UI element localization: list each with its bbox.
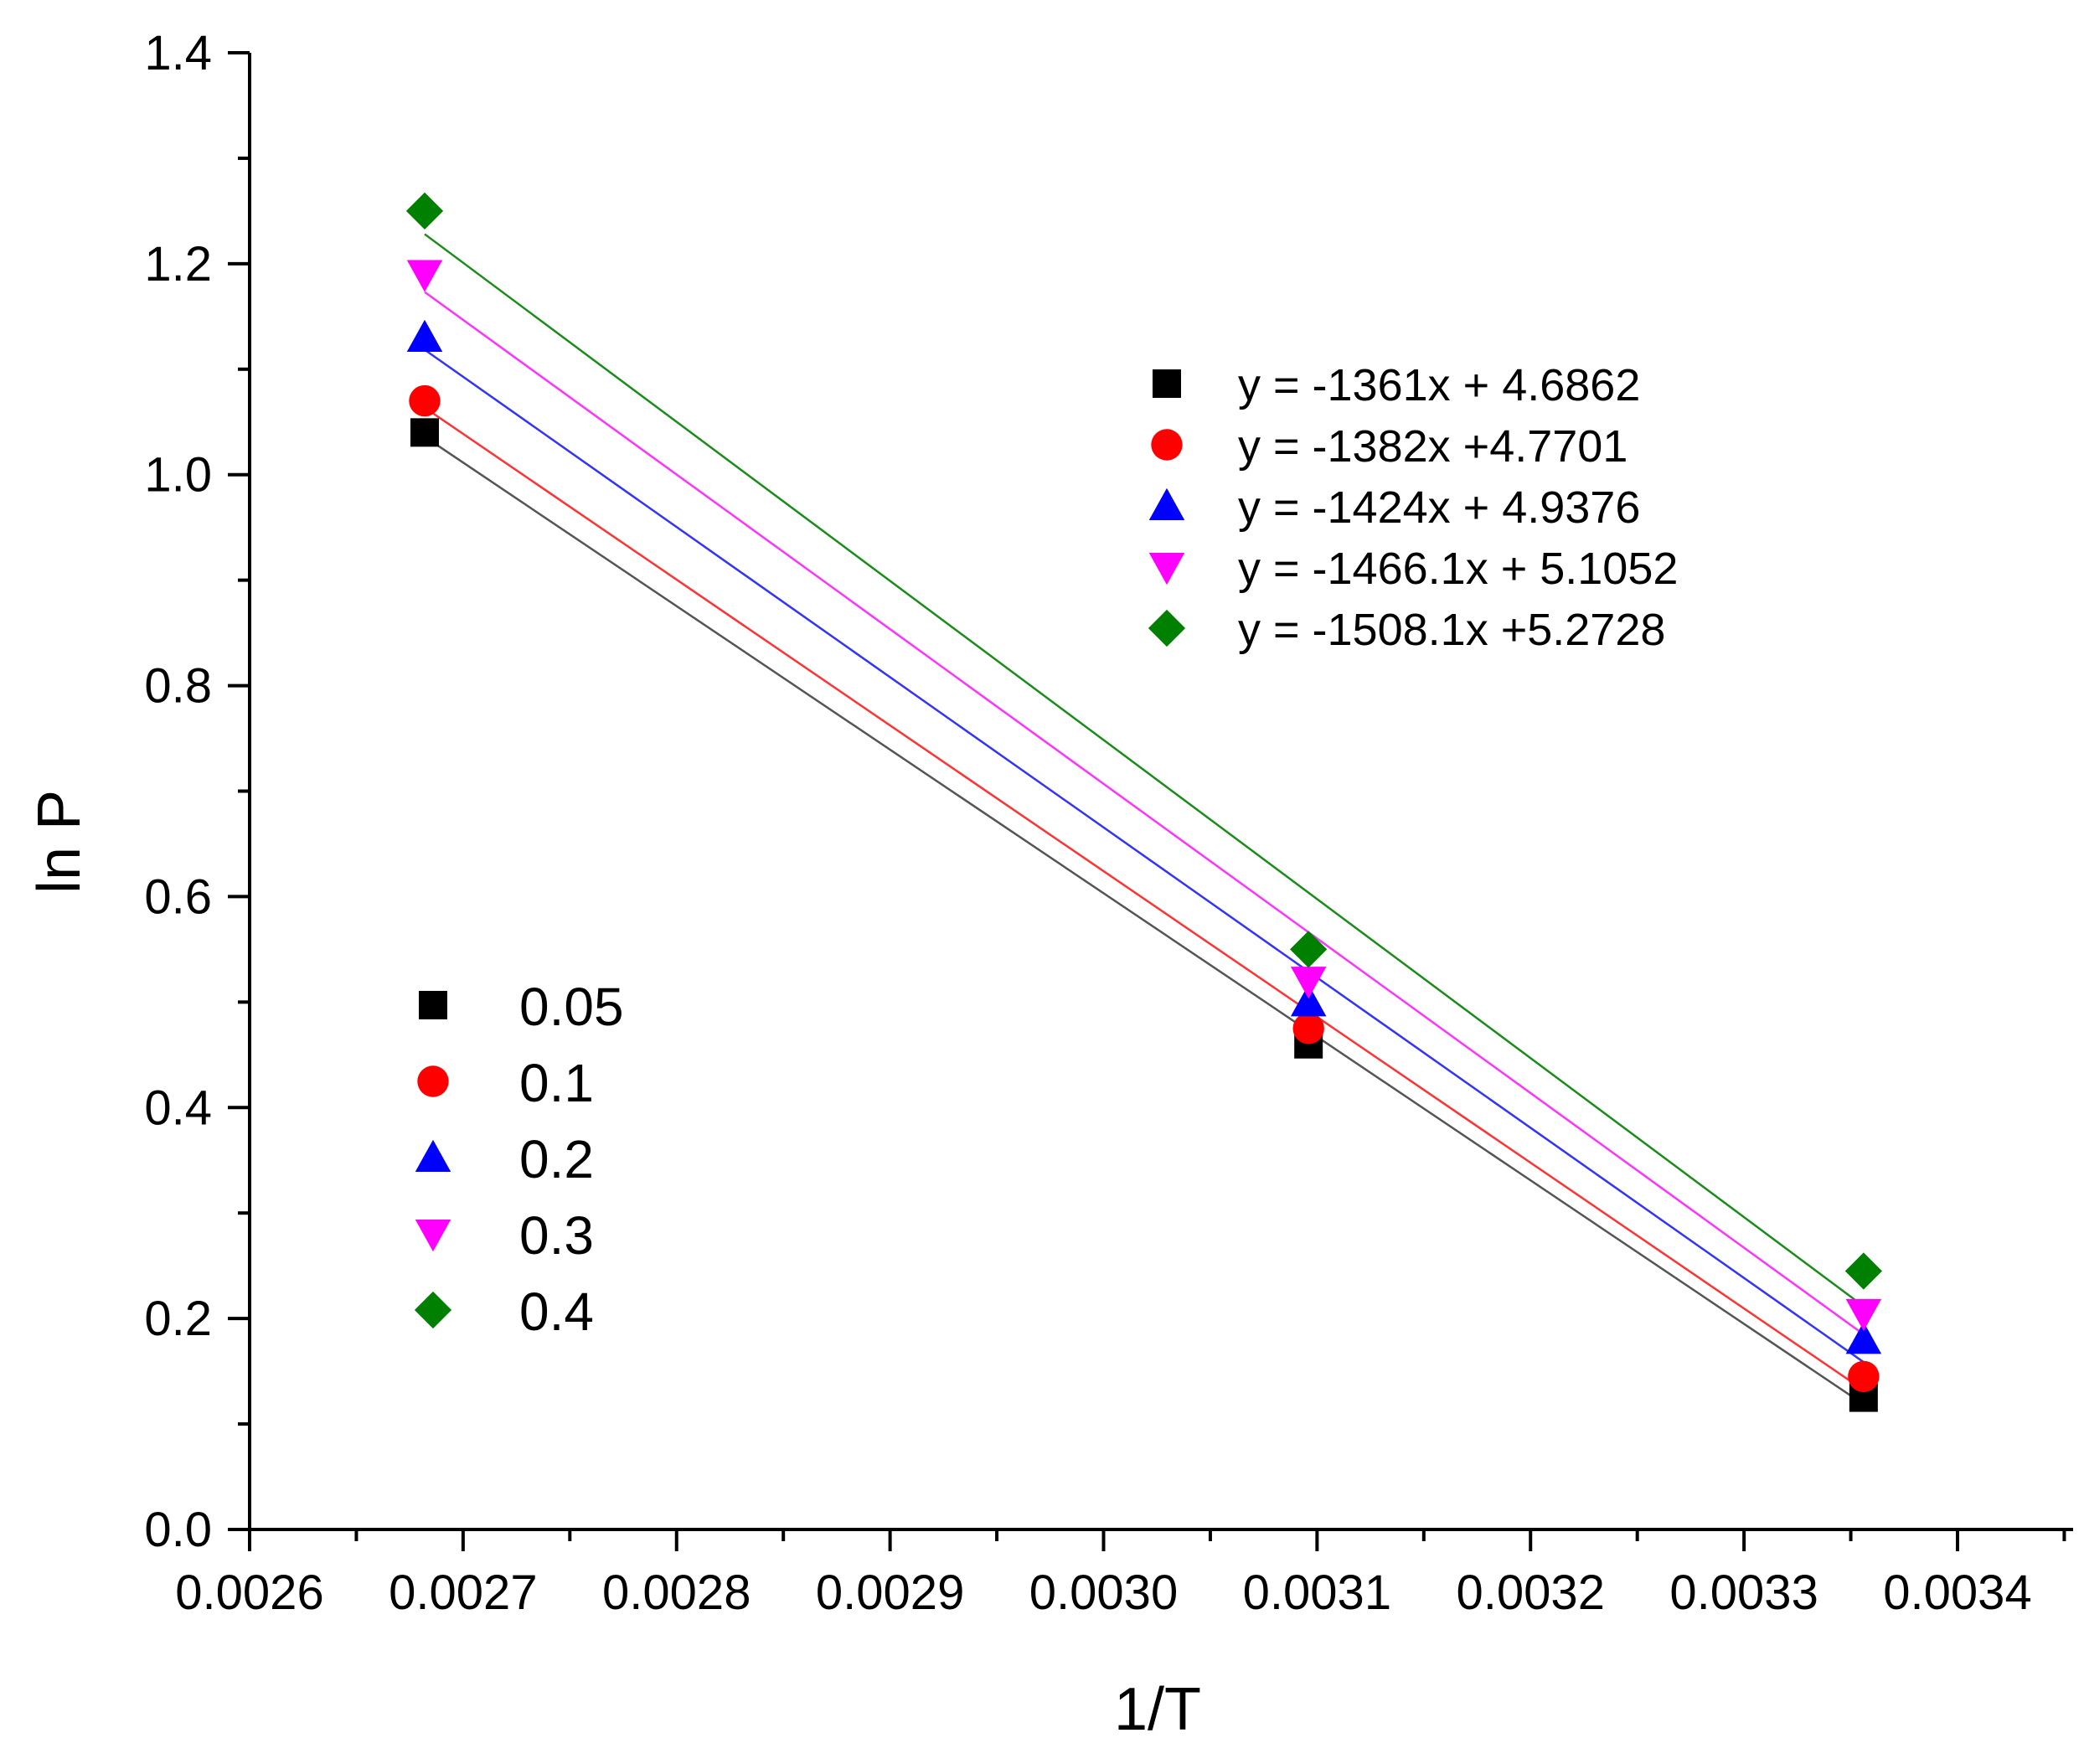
x-tick-label: 0.0030 (1029, 1565, 1178, 1620)
data-point-0.3 (406, 260, 443, 292)
equation-marker-0.2 (1148, 487, 1185, 520)
fit-line-0.2 (424, 348, 1865, 1364)
data-point-0.4 (1844, 1252, 1882, 1290)
y-tick-label: 0.2 (144, 1292, 212, 1346)
data-point-0.2 (406, 319, 443, 353)
data-point-0.05 (410, 418, 439, 447)
data-point-0.3 (1845, 1298, 1882, 1332)
legend-marker-0.4 (414, 1291, 452, 1329)
equation-text: y = -1382x +4.7701 (1238, 421, 1627, 472)
fit-line-0.4 (424, 233, 1865, 1308)
axes: 0.0026 0.0027 0.0028 0.0029 0.0030 0.0031 0.00… (144, 26, 2073, 1620)
y-tick-label: 1.0 (144, 448, 212, 503)
y-tick-label: 0.6 (144, 869, 212, 924)
y-tick-label: 1.2 (144, 237, 212, 291)
equation-text: y = -1508.1x +5.2728 (1238, 605, 1665, 655)
y-tick-label: 1.4 (144, 26, 212, 80)
x-axis-title: 1/T (1114, 1676, 1201, 1743)
x-tick-label: 0.0029 (816, 1565, 964, 1620)
x-tick-label: 0.0034 (1883, 1565, 2031, 1620)
legend-label: 0.2 (519, 1129, 594, 1189)
legend-label: 0.4 (519, 1282, 594, 1342)
legend-label: 0.1 (519, 1053, 594, 1113)
legend-marker-0.1 (417, 1065, 449, 1097)
data-point-0.3 (1290, 967, 1327, 999)
data-point-0.2 (1290, 984, 1327, 1017)
y-tick-label: 0.4 (144, 1081, 212, 1135)
data-points (405, 192, 1882, 1412)
series-legend: 0.05 0.1 0.2 0.3 0.4 (414, 977, 624, 1342)
data-point-0.4 (405, 192, 444, 230)
equation-text: y = -1361x + 4.6862 (1238, 360, 1640, 410)
equation-marker-0.3 (1148, 553, 1185, 585)
equation-marker-0.1 (1151, 429, 1183, 461)
data-point-0.1 (409, 384, 441, 417)
equation-text: y = -1466.1x + 5.1052 (1238, 544, 1678, 594)
x-tick-label: 0.0032 (1457, 1565, 1605, 1620)
data-point-0.4 (1290, 931, 1328, 968)
data-point-0.2 (1845, 1322, 1882, 1354)
legend-marker-0.2 (415, 1139, 451, 1172)
x-tick-label: 0.0033 (1669, 1565, 1818, 1620)
legend-label: 0.05 (519, 977, 624, 1037)
equation-legend: y = -1361x + 4.6862 y = -1382x +4.7701 y =… (1148, 360, 1678, 655)
legend-marker-0.05 (419, 991, 447, 1019)
fit-line-0.3 (424, 291, 1865, 1336)
equation-marker-0.05 (1153, 369, 1181, 398)
x-tick-label: 0.0028 (602, 1565, 751, 1620)
equation-marker-0.4 (1148, 609, 1186, 647)
x-tick-label: 0.0031 (1243, 1565, 1391, 1620)
legend-marker-0.3 (415, 1220, 451, 1252)
legend-label: 0.3 (519, 1205, 594, 1266)
fit-line-0.1 (424, 406, 1865, 1391)
equation-text: y = -1424x + 4.9376 (1238, 482, 1640, 533)
data-point-0.1 (1292, 1013, 1324, 1044)
fit-lines (424, 233, 1865, 1406)
y-tick-label: 0.8 (144, 659, 212, 714)
fit-line-0.05 (424, 436, 1865, 1406)
y-tick-label: 0.0 (144, 1503, 212, 1557)
x-tick-label: 0.0026 (175, 1565, 323, 1620)
data-point-0.1 (1848, 1360, 1880, 1393)
y-axis-title: ln P (26, 790, 93, 894)
x-tick-label: 0.0027 (389, 1565, 537, 1620)
